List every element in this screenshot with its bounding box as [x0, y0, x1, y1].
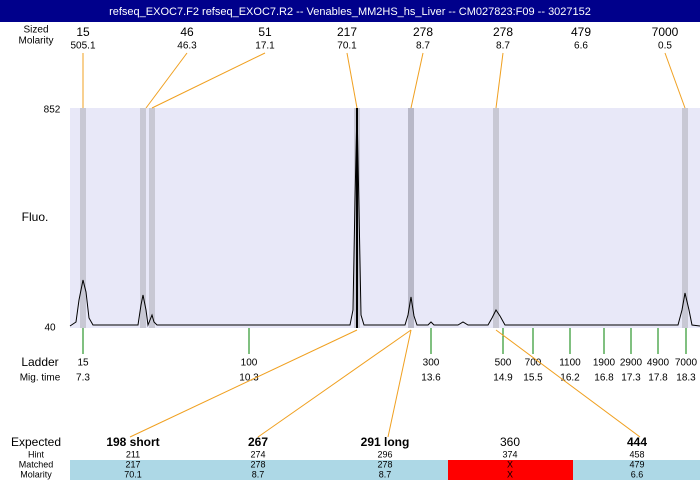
- cell-hint: 211: [126, 449, 140, 459]
- peak-band: [682, 108, 688, 328]
- ladder-size: 100: [241, 358, 258, 369]
- peak-connector: [151, 52, 266, 109]
- ladder-size: 700: [525, 358, 542, 369]
- cell-expected: 444: [627, 435, 647, 449]
- y-max: 852: [44, 105, 61, 116]
- cell-hint: 458: [629, 449, 644, 459]
- ladder-time: 16.2: [560, 373, 580, 384]
- peak-band: [493, 108, 499, 328]
- ladder-size: 7000: [675, 358, 698, 369]
- y-min: 40: [44, 323, 56, 334]
- cell-expected: 291 long: [361, 435, 410, 449]
- row-label: Expected: [11, 435, 61, 449]
- cell-expected: 198 short: [106, 435, 159, 449]
- peak-molarity: 505.1: [70, 41, 95, 52]
- peak-size: 15: [76, 25, 90, 39]
- peak-band: [80, 108, 86, 328]
- y-label: Fluo.: [22, 210, 49, 224]
- cell-hint: 274: [250, 449, 265, 459]
- ladder-size: 2900: [620, 358, 643, 369]
- cell-matched: 217: [125, 459, 140, 469]
- ladder-time: 17.8: [648, 373, 668, 384]
- ladder-size: 4900: [647, 358, 670, 369]
- title-bar: [0, 0, 700, 22]
- peak-band: [140, 108, 146, 328]
- cell-matched: 278: [250, 459, 265, 469]
- ladder-time: 17.3: [621, 373, 641, 384]
- peak-molarity: 0.5: [658, 41, 672, 52]
- peak-band: [149, 108, 155, 328]
- row-label: Matched: [19, 459, 54, 469]
- ladder-time: 7.3: [76, 373, 90, 384]
- ladder-time: 10.3: [239, 373, 259, 384]
- peak-molarity: 17.1: [255, 41, 275, 52]
- ladder-size: 300: [423, 358, 440, 369]
- trace: [69, 107, 700, 327]
- cell-molarity: 70.1: [124, 469, 142, 479]
- peak-molarity: 8.7: [496, 41, 510, 52]
- cell-hint: 296: [377, 449, 392, 459]
- peak-size: 51: [258, 25, 272, 39]
- ladder-time: 16.8: [594, 373, 614, 384]
- peak-size: 278: [493, 25, 513, 39]
- title: refseq_EXOC7.F2 refseq_EXOC7.R2 -- Venab…: [109, 6, 591, 18]
- peak-size: 278: [413, 25, 433, 39]
- row-label: Hint: [28, 449, 45, 459]
- cell-molarity: 6.6: [631, 469, 644, 479]
- peak-size: 479: [571, 25, 591, 39]
- peak-size: 7000: [652, 25, 679, 39]
- ladder-time: 14.9: [493, 373, 513, 384]
- ladder-size: 1100: [559, 358, 581, 369]
- ladder-time: 13.6: [421, 373, 441, 384]
- peak-connector: [495, 52, 504, 109]
- ladder-size: 1900: [593, 358, 616, 369]
- peak-connector: [145, 52, 188, 109]
- peak-connector: [664, 52, 686, 109]
- cell-matched: X: [507, 459, 513, 469]
- row-label: Molarity: [20, 469, 52, 479]
- unmatched-bg: [448, 460, 573, 480]
- peak-molarity: 70.1: [337, 41, 357, 52]
- cell-expected: 267: [248, 435, 268, 449]
- peak-band: [408, 108, 414, 328]
- peak-size: 217: [337, 25, 357, 39]
- ladder-size: 500: [495, 358, 512, 369]
- match-connector: [387, 329, 412, 438]
- cell-matched: 278: [377, 459, 392, 469]
- peak-molarity: 6.6: [574, 41, 588, 52]
- match-connector: [129, 329, 358, 438]
- ladder-time: 15.5: [523, 373, 543, 384]
- molarity-label: Molarity: [18, 36, 53, 47]
- ladder-size: 15: [77, 358, 89, 369]
- cell-expected: 360: [500, 435, 520, 449]
- cell-molarity: 8.7: [252, 469, 265, 479]
- peak-connector: [410, 52, 424, 109]
- match-connector: [495, 329, 641, 438]
- peak-connector: [346, 52, 358, 109]
- peak-size: 46: [180, 25, 194, 39]
- cell-molarity: X: [507, 469, 513, 479]
- cell-molarity: 8.7: [379, 469, 392, 479]
- match-connector: [257, 329, 412, 438]
- time-label: Mig. time: [20, 373, 61, 384]
- size-label: Sized: [23, 25, 48, 36]
- peak-molarity: 8.7: [416, 41, 430, 52]
- peak-molarity: 46.3: [177, 41, 197, 52]
- cell-matched: 479: [629, 459, 644, 469]
- ladder-time: 18.3: [676, 373, 696, 384]
- ladder-label: Ladder: [21, 355, 58, 369]
- cell-hint: 374: [502, 449, 517, 459]
- plot-area: [70, 108, 700, 328]
